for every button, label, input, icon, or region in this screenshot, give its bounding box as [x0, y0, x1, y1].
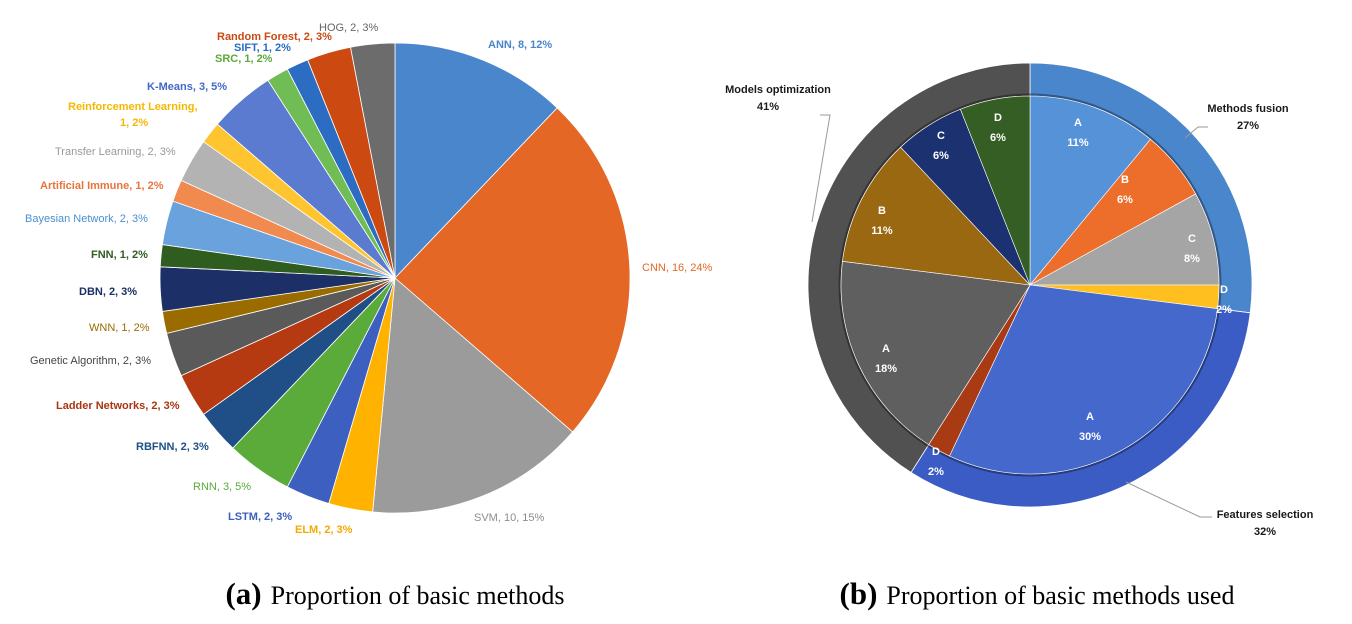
slice-hog [350, 42, 396, 279]
label-random-forest: Random Forest, 2, 3% [217, 31, 332, 43]
outer-label-methods-fusion: Methods fusion 27% [1207, 103, 1289, 132]
caption-b-key: (b) [840, 576, 878, 611]
inner-slice-7 [842, 146, 1031, 286]
leader-features-selection [1125, 481, 1212, 518]
inner-label-3: D 2% [1216, 284, 1232, 316]
label-bayesian-network: Bayesian Network, 2, 3% [25, 213, 148, 225]
inner-label-4: A 30% [1079, 411, 1101, 443]
inner-slice-9 [960, 95, 1031, 286]
label-ann: ANN, 8, 12% [488, 39, 552, 51]
label-rnn: RNN, 3, 5% [193, 481, 251, 493]
label-src: SRC, 1, 2% [215, 53, 273, 65]
inner-slice-4 [949, 284, 1218, 475]
inner-label-8: C 6% [933, 130, 949, 162]
label-hog: HOG, 2, 3% [319, 22, 379, 34]
inner-label-0: A 11% [1067, 117, 1089, 149]
pie-chart-b: A 11% B 6% C 8% D 2% A 30% D 2% A 18% B 11% C 6% D 6% Method… [725, 62, 1314, 538]
outer-label-features-selection: Features selection 32% [1217, 509, 1314, 538]
label-reinforcement-learning: Reinforcement Learning, 1, 2% [68, 101, 198, 129]
inner-slice-0 [1029, 95, 1151, 286]
label-fnn: FNN, 1, 2% [91, 249, 148, 261]
outer-label-models-optimization: Models optimization 41% [725, 84, 831, 113]
label-k-means: K-Means, 3, 5% [147, 81, 227, 93]
label-artificial-immune: Artificial Immune, 1, 2% [40, 180, 164, 192]
inner-label-1: B 6% [1117, 174, 1133, 206]
inner-label-2: C 8% [1184, 233, 1200, 265]
label-transfer-learning: Transfer Learning, 2, 3% [55, 146, 176, 158]
caption-a-key: (a) [225, 576, 261, 611]
label-dbn: DBN, 2, 3% [79, 286, 137, 298]
inner-label-5: D 2% [928, 446, 944, 478]
label-cnn: CNN, 16, 24% [642, 262, 713, 274]
slice-cnn [394, 107, 631, 433]
slice-svm [372, 277, 574, 514]
inner-label-7: B 11% [871, 205, 893, 237]
pie-chart-a: ANN, 8, 12% CNN, 16, 24% SVM, 10, 15% ELM, … [25, 22, 713, 536]
label-elm: ELM, 2, 3% [295, 524, 353, 536]
inner-label-6: A 18% [875, 343, 897, 375]
caption-b-text: Proportion of basic methods used [886, 581, 1234, 610]
inner-label-9: D 6% [990, 112, 1006, 144]
label-lstm: LSTM, 2, 3% [228, 511, 292, 523]
inner-shadow [838, 93, 1222, 477]
label-rbfnn: RBFNN, 2, 3% [136, 441, 209, 453]
label-genetic-algorithm: Genetic Algorithm, 2, 3% [30, 355, 151, 367]
caption-b: (b) Proportion of basic methods used [840, 576, 1235, 611]
caption-a: (a) Proportion of basic methods [225, 576, 564, 611]
label-wnn: WNN, 1, 2% [89, 322, 150, 334]
caption-a-text: Proportion of basic methods [271, 581, 565, 610]
inner-slice-2 [1029, 193, 1220, 286]
slice-ann [394, 42, 558, 279]
leader-models-optimization [811, 114, 831, 223]
label-sift: SIFT, 1, 2% [234, 42, 291, 54]
inner-slice-6 [840, 260, 1031, 445]
leader-methods-fusion [1184, 126, 1208, 139]
label-svm: SVM, 10, 15% [474, 512, 545, 524]
label-ladder-networks: Ladder Networks, 2, 3% [56, 400, 180, 412]
